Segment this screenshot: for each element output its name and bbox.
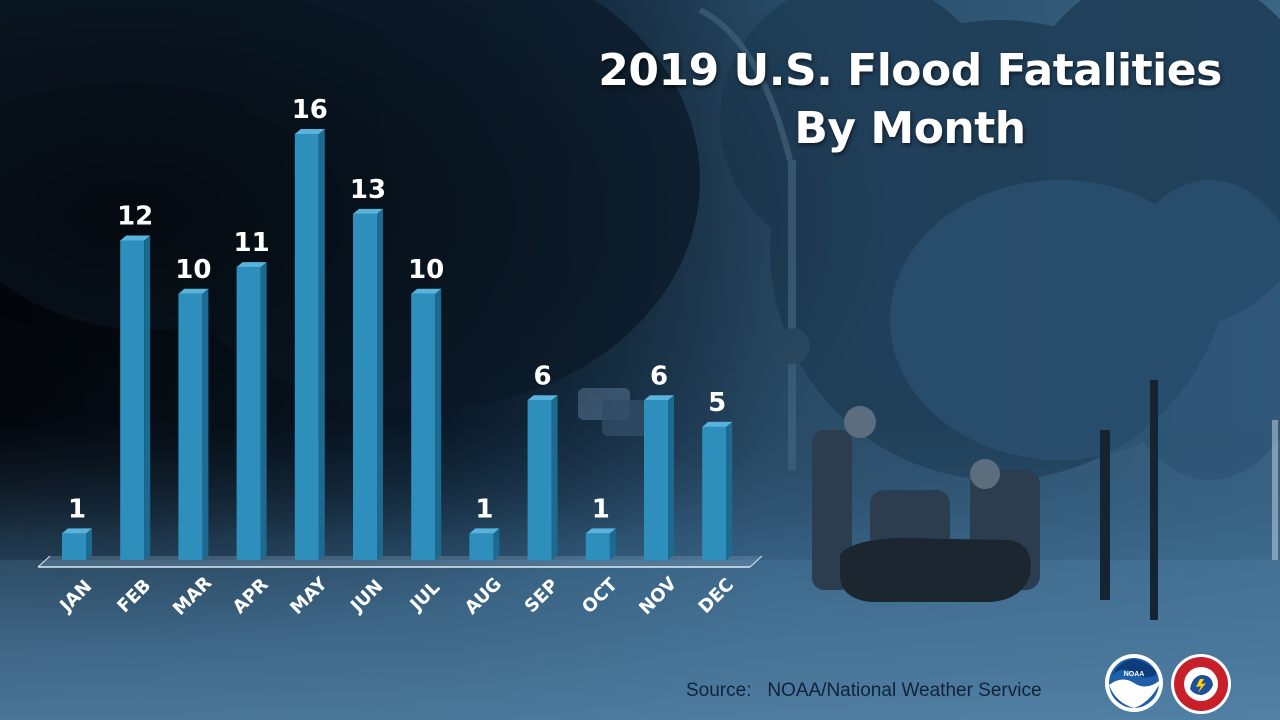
x-tick-label-nov: NOV — [635, 573, 681, 619]
bar-front — [469, 533, 494, 560]
data-label-mar: 10 — [175, 255, 211, 285]
bar-side — [609, 528, 616, 560]
data-label-jul: 10 — [408, 255, 444, 285]
floor-edge-left — [37, 555, 51, 568]
bar-top — [120, 235, 151, 241]
chart-title: 2019 U.S. Flood Fatalities — [598, 45, 1222, 96]
bar-front — [236, 267, 261, 560]
source-label: Source: — [686, 680, 752, 701]
floor-plane — [38, 556, 762, 567]
data-label-may: 16 — [292, 95, 328, 125]
bar-sep — [527, 395, 558, 560]
data-label-nov: 6 — [650, 361, 668, 391]
bar-top — [644, 395, 674, 401]
x-tick-label-aug: AUG — [461, 574, 506, 619]
source-credit: Source: NOAA/National Weather Service — [686, 680, 1042, 702]
x-tick-label-apr: APR — [229, 574, 273, 618]
bar-front — [294, 134, 319, 560]
bar-side — [668, 395, 674, 560]
bar-nov — [644, 395, 674, 560]
data-label-feb: 12 — [117, 202, 153, 232]
x-axis-tick-labels: JAN FEB MAR APR MAY JUN JUL AUG SEP OCT NOV DEC — [55, 572, 738, 619]
bar-top — [353, 208, 383, 214]
bar-front — [527, 400, 552, 560]
x-tick-label-jul: JUL — [405, 577, 444, 616]
data-label-aug: 1 — [475, 494, 493, 524]
bar-top — [236, 262, 267, 268]
x-tick-label-may: MAY — [286, 573, 332, 619]
x-tick-label-oct: OCT — [578, 574, 622, 618]
data-label-apr: 11 — [234, 228, 270, 258]
chart-title-block: 2019 U.S. Flood Fatalities By Month — [560, 42, 1260, 158]
bar-front — [62, 533, 86, 560]
nws-logo-icon — [1171, 654, 1231, 714]
bar-front — [353, 213, 377, 560]
bar-aug — [469, 528, 500, 560]
floor-edge-right — [749, 555, 763, 568]
bar-apr — [236, 262, 267, 560]
data-label-jun: 13 — [350, 175, 386, 205]
bar-side — [377, 208, 383, 560]
bar-side — [493, 528, 500, 560]
x-tick-label-mar: MAR — [169, 572, 216, 619]
bar-top — [411, 288, 442, 294]
source-text: NOAA/National Weather Service — [767, 680, 1042, 701]
bar-may — [294, 129, 325, 560]
bar-side — [318, 129, 325, 560]
bar-jun — [353, 208, 383, 560]
bar-side — [260, 262, 267, 560]
bar-oct — [585, 528, 616, 560]
data-label-oct: 1 — [592, 494, 610, 524]
bar-feb — [120, 235, 151, 560]
x-tick-label-jun: JUN — [345, 576, 387, 618]
bar-front — [178, 293, 203, 560]
bar-jul — [411, 288, 442, 560]
bar-mar — [178, 288, 209, 560]
bar-front — [702, 426, 727, 560]
bar-top — [585, 528, 616, 534]
bar-side — [726, 421, 733, 560]
bar-top — [527, 395, 558, 401]
x-tick-label-dec: DEC — [695, 574, 738, 617]
bar-dec — [702, 421, 733, 560]
bar-top — [62, 528, 92, 534]
x-tick-label-sep: SEP — [521, 575, 563, 617]
bar-side — [551, 395, 558, 560]
x-tick-label-jan: JAN — [55, 576, 97, 618]
bar-front — [585, 533, 610, 560]
bar-top — [178, 288, 209, 294]
data-label-sep: 6 — [534, 361, 552, 391]
bar-front — [120, 240, 145, 560]
bar-side — [144, 235, 151, 560]
chart-subtitle: By Month — [794, 103, 1026, 154]
bar-side — [435, 288, 442, 560]
data-label-dec: 5 — [708, 388, 726, 418]
x-tick-label-feb: FEB — [113, 575, 155, 617]
bar-top — [469, 528, 500, 534]
bar-jan — [62, 528, 92, 560]
chart-floor — [37, 555, 763, 568]
data-label-jan: 1 — [68, 494, 86, 524]
bar-top — [294, 129, 325, 134]
bar-front — [411, 293, 436, 560]
bar-side — [86, 528, 92, 560]
noaa-logo-text: NOAA — [1124, 671, 1145, 678]
noaa-logo-icon: NOAA — [1105, 654, 1163, 712]
bar-front — [644, 400, 668, 560]
bar-top — [702, 421, 733, 427]
bar-side — [202, 288, 209, 560]
bar-series — [62, 129, 733, 560]
